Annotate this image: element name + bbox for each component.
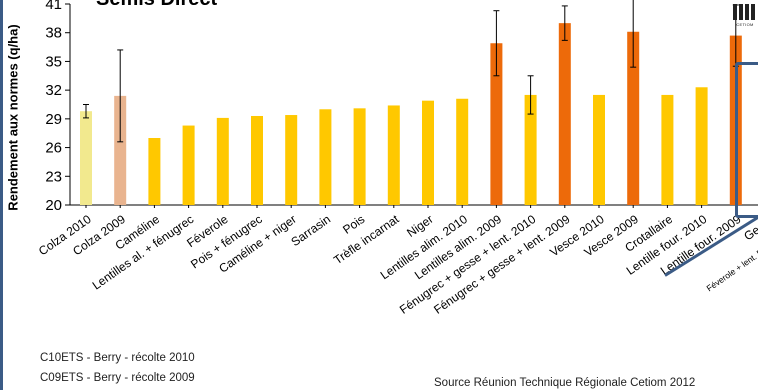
logo-text: CETIOM bbox=[736, 22, 754, 27]
bar bbox=[114, 95, 127, 205]
x-tick-label: Sarrasin bbox=[288, 212, 333, 249]
y-tick-label: 38 bbox=[45, 25, 62, 42]
bar bbox=[695, 87, 708, 205]
bar bbox=[182, 125, 195, 205]
bar bbox=[387, 105, 400, 205]
y-tick-label: 32 bbox=[45, 82, 62, 99]
y-tick-label: 35 bbox=[45, 53, 62, 70]
y-tick-label: 23 bbox=[45, 168, 62, 185]
y-axis-label: Rendement aux normes (q/ha) bbox=[5, 24, 21, 211]
bar bbox=[422, 100, 434, 205]
y-tick-label: 41 bbox=[45, 0, 62, 13]
bar bbox=[353, 108, 366, 205]
y-tick-label: 29 bbox=[45, 111, 62, 128]
bar bbox=[456, 98, 469, 205]
bar bbox=[661, 94, 674, 205]
y-tick-label: 26 bbox=[45, 140, 62, 157]
bar bbox=[319, 109, 332, 205]
bar bbox=[285, 115, 298, 205]
cetiom-logo: CETIOM bbox=[733, 4, 757, 34]
bar bbox=[80, 111, 92, 205]
bar bbox=[490, 43, 503, 205]
footnote-2009: C09ETS - Berry - récolte 2009 bbox=[40, 372, 195, 384]
bar bbox=[251, 115, 263, 205]
highlight-box bbox=[735, 62, 758, 218]
source-note: Source Réunion Technique Régionale Cetio… bbox=[434, 377, 696, 389]
bar bbox=[524, 94, 537, 205]
y-tick-label: 20 bbox=[45, 197, 62, 214]
chart-title: Semis Direct bbox=[96, 0, 217, 11]
x-tick-label: Trèfle incarnat bbox=[331, 212, 402, 268]
footnote-2010: C10ETS - Berry - récolte 2010 bbox=[40, 352, 195, 364]
frame-border bbox=[0, 0, 3, 390]
bar bbox=[148, 138, 161, 205]
bar bbox=[558, 23, 571, 206]
bar bbox=[216, 117, 229, 205]
bar bbox=[593, 94, 605, 205]
bar bbox=[627, 31, 640, 206]
